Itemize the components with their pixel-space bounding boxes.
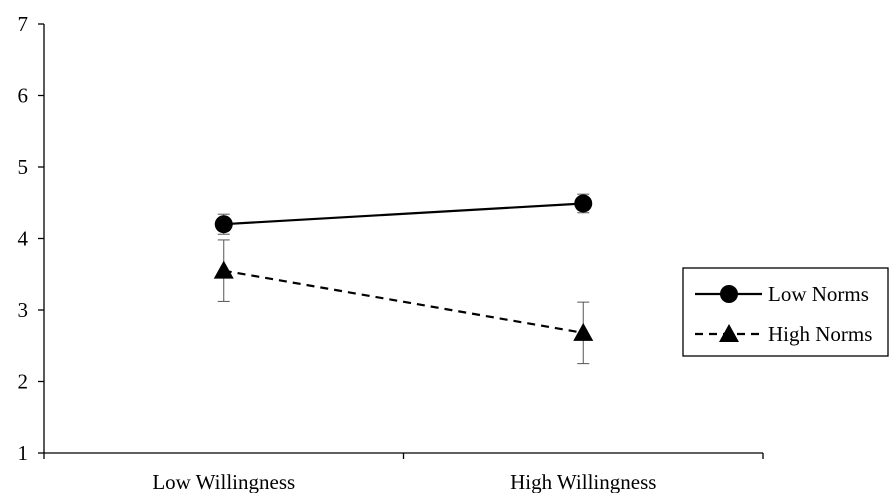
x-category-label: Low Willingness (152, 470, 295, 493)
y-tick-label: 4 (18, 227, 29, 251)
series-line (223, 202, 584, 226)
y-tick-labels: 1 2 3 4 5 6 7 (18, 12, 29, 465)
legend-marker (720, 285, 738, 303)
y-tick-label: 6 (18, 84, 29, 108)
y-tick-label: 1 (18, 441, 29, 465)
axes (38, 23, 764, 459)
series-line (223, 269, 584, 334)
legend: Low Norms High Norms (682, 267, 889, 357)
series-high-norms (213, 239, 594, 365)
legend-label: Low Norms (768, 282, 869, 306)
data-point-marker (574, 194, 593, 213)
y-tick-label: 3 (18, 298, 29, 322)
data-point-marker (573, 322, 594, 341)
data-point-marker (213, 260, 234, 279)
y-tick-label: 7 (18, 12, 29, 36)
data-point-marker (214, 215, 233, 234)
legend-marker (719, 324, 739, 342)
y-tick-label: 5 (18, 155, 29, 179)
series-low-norms (214, 193, 593, 235)
x-category-label: High Willingness (510, 470, 656, 493)
legend-label: High Norms (768, 322, 872, 346)
legend-box (682, 267, 889, 357)
series-layer (213, 193, 594, 365)
x-category-labels: Low Willingness High Willingness (152, 470, 656, 493)
y-tick-label: 2 (18, 370, 29, 394)
